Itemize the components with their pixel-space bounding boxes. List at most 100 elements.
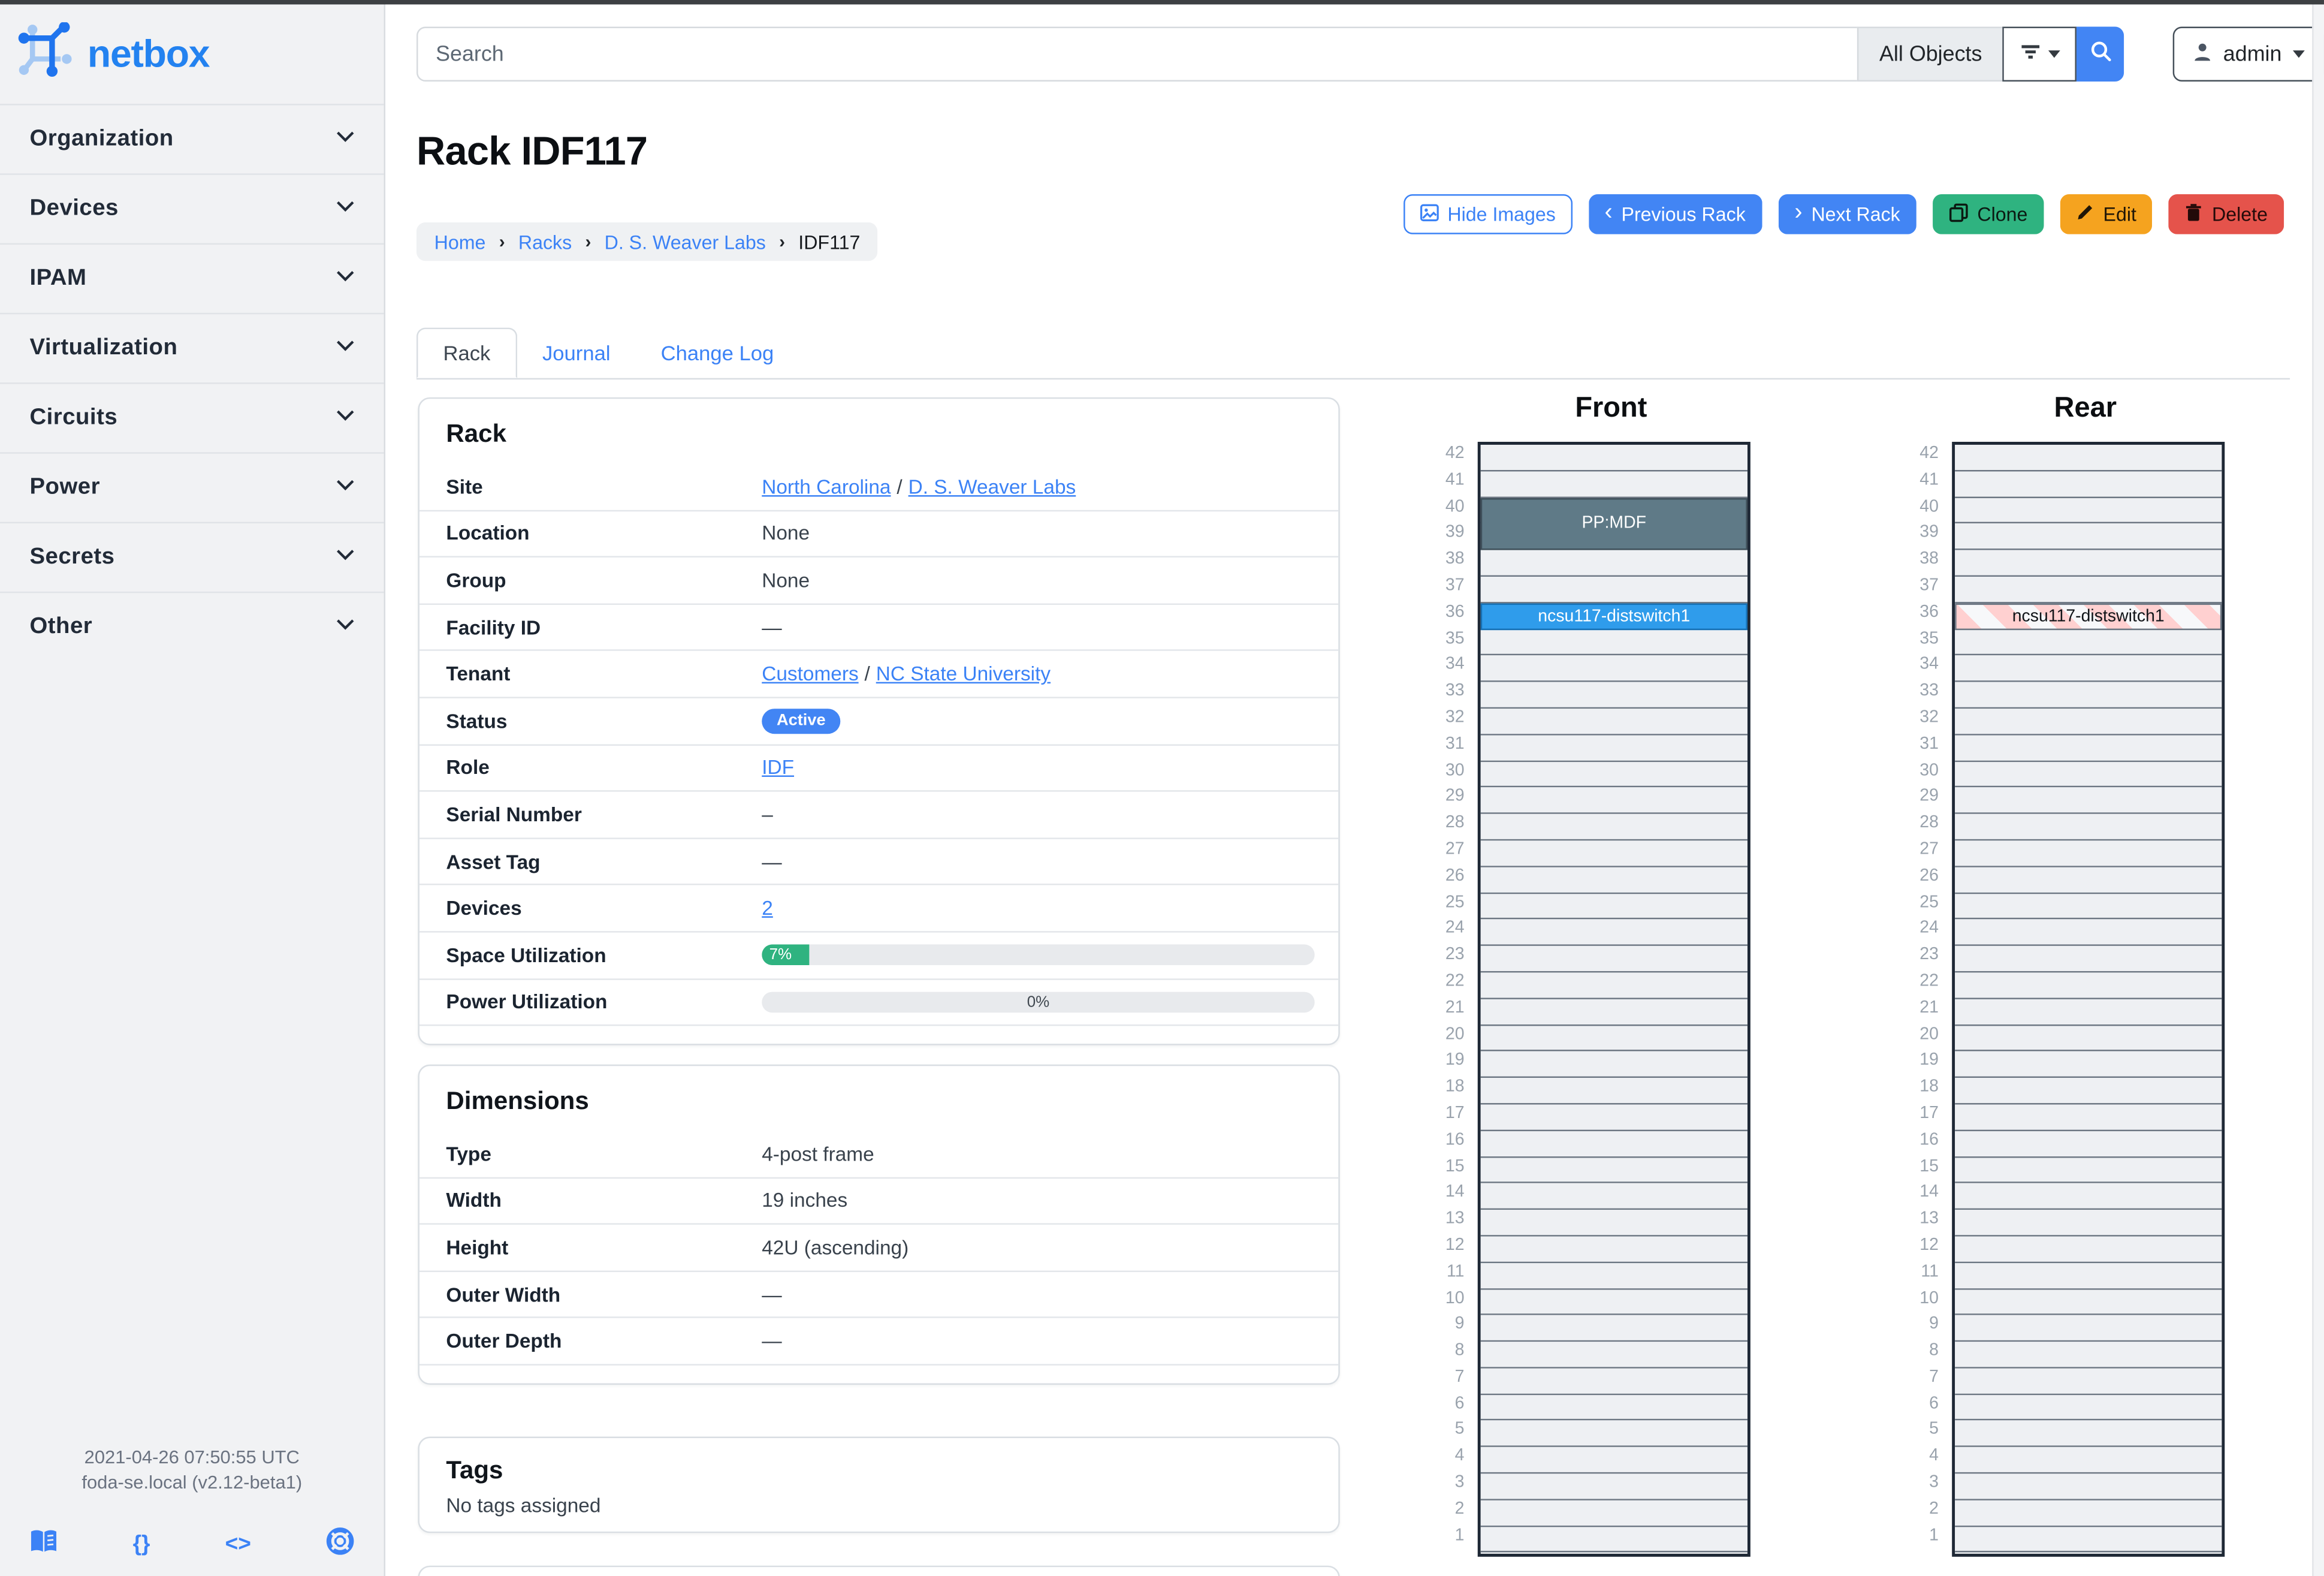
search-scope-select[interactable]: All Objects xyxy=(1857,26,2003,82)
detail-row: Serial Number – xyxy=(419,792,1339,839)
empty-unit-slot xyxy=(1480,629,1747,656)
unit-number: 22 xyxy=(1445,972,1465,990)
value-link[interactable]: IDF xyxy=(762,757,795,779)
elevation-title-rear: Rear xyxy=(2054,393,2117,424)
value-link[interactable]: 2 xyxy=(762,897,773,920)
page-scrollbar[interactable] xyxy=(2312,4,2324,1576)
detail-value: 2 xyxy=(762,897,1338,920)
empty-unit-slot xyxy=(1955,1131,2222,1158)
empty-unit-slot xyxy=(1480,761,1747,788)
empty-unit-slot xyxy=(1955,788,2222,815)
breadcrumb-separator-icon: › xyxy=(499,231,505,252)
detail-value: — xyxy=(762,1330,1338,1352)
link-separator: / xyxy=(864,662,870,686)
sidebar-item-secrets[interactable]: Secrets xyxy=(0,522,384,592)
rest-api-icon[interactable]: {} xyxy=(132,1531,150,1557)
sidebar-item-ipam[interactable]: IPAM xyxy=(0,243,384,313)
edit-label: Edit xyxy=(2103,203,2136,225)
sidebar-item-label: Devices xyxy=(29,195,119,221)
empty-unit-slot xyxy=(1955,1289,2222,1316)
sidebar-item-organization[interactable]: Organization xyxy=(0,104,384,173)
value-link[interactable]: NC State University xyxy=(876,662,1051,686)
value-text: – xyxy=(762,803,773,826)
unit-number: 11 xyxy=(1446,1262,1465,1281)
unit-number: 13 xyxy=(1919,1210,1939,1228)
empty-unit-slot xyxy=(1480,1447,1747,1474)
tags-panel-title: Tags xyxy=(446,1456,503,1484)
docs-book-icon[interactable] xyxy=(29,1529,58,1561)
pencil-icon xyxy=(2076,203,2094,225)
rack-device[interactable]: ncsu117-distswitch1 xyxy=(1955,603,2222,630)
sidebar-item-devices[interactable]: Devices xyxy=(0,173,384,243)
hide-images-button[interactable]: Hide Images xyxy=(1403,194,1573,234)
delete-button[interactable]: Delete xyxy=(2169,194,2284,234)
empty-unit-slot xyxy=(1480,1262,1747,1289)
edit-button[interactable]: Edit xyxy=(2060,194,2153,234)
rack-device[interactable]: PP:MDF xyxy=(1480,497,1747,551)
unit-number: 40 xyxy=(1445,497,1465,516)
empty-unit-slot xyxy=(1480,1394,1747,1421)
unit-number: 36 xyxy=(1445,603,1465,621)
chevron-down-icon xyxy=(336,266,354,293)
sidebar-item-power[interactable]: Power xyxy=(0,452,384,522)
tab-journal[interactable]: Journal xyxy=(542,340,611,365)
empty-unit-slot xyxy=(1955,1025,2222,1052)
detail-label: Location xyxy=(446,522,530,545)
search-input[interactable] xyxy=(416,26,1857,82)
utilization-bar: 7% xyxy=(762,945,1315,966)
search-submit-button[interactable] xyxy=(2076,26,2124,82)
value-text: None xyxy=(762,569,810,592)
unit-number: 19 xyxy=(1919,1051,1939,1069)
sidebar-item-virtualization[interactable]: Virtualization xyxy=(0,312,384,382)
empty-unit-slot xyxy=(1955,1078,2222,1105)
sidebar-item-circuits[interactable]: Circuits xyxy=(0,382,384,452)
tab-rack[interactable]: Rack xyxy=(416,327,517,378)
server-timestamp: 2021-04-26 07:50:55 UTC xyxy=(84,1447,300,1468)
empty-unit-slot xyxy=(1955,1394,2222,1421)
clone-button[interactable]: Clone xyxy=(1933,194,2044,234)
page-title: Rack IDF117 xyxy=(416,129,648,174)
user-menu-button[interactable]: admin xyxy=(2172,26,2323,82)
unit-number: 20 xyxy=(1919,1025,1939,1043)
chevron-right-icon: › xyxy=(1794,199,1803,225)
breadcrumb-link[interactable]: Home xyxy=(434,230,486,253)
unit-number: 26 xyxy=(1919,867,1939,885)
next-rack-button[interactable]: › Next Rack xyxy=(1778,194,1916,234)
unit-number: 14 xyxy=(1445,1183,1465,1202)
unit-number: 32 xyxy=(1445,709,1465,727)
breadcrumb-link[interactable]: Racks xyxy=(518,230,572,253)
code-icon[interactable]: <> xyxy=(225,1531,251,1557)
empty-unit-slot xyxy=(1480,1421,1747,1448)
value-link[interactable]: Customers xyxy=(762,662,859,686)
unit-number: 3 xyxy=(1929,1473,1939,1492)
value-link[interactable]: North Carolina xyxy=(762,475,891,498)
detail-row: Power Utilization 0% xyxy=(419,980,1339,1026)
search-filter-button[interactable] xyxy=(2003,26,2077,82)
trash-icon xyxy=(2186,203,2204,227)
previous-rack-label: Previous Rack xyxy=(1621,203,1746,225)
previous-rack-button[interactable]: ‹ Previous Rack xyxy=(1588,194,1762,234)
detail-row: Role IDF xyxy=(419,745,1339,792)
detail-label: Height xyxy=(446,1236,509,1259)
empty-unit-slot xyxy=(1955,1447,2222,1474)
unit-number: 25 xyxy=(1445,893,1465,911)
window-top-edge xyxy=(0,0,2324,5)
help-lifebuoy-icon[interactable] xyxy=(326,1527,354,1562)
tab-change-log[interactable]: Change Log xyxy=(660,340,774,365)
netbox-logo[interactable]: netbox xyxy=(0,4,384,101)
netbox-logo-icon xyxy=(18,22,74,86)
sidebar-footer-icons: {} <> xyxy=(0,1527,384,1562)
empty-unit-slot xyxy=(1955,761,2222,788)
breadcrumb-link[interactable]: D. S. Weaver Labs xyxy=(604,230,766,253)
next-panel-partial xyxy=(418,1565,1340,1576)
unit-number: 36 xyxy=(1919,603,1939,621)
unit-number: 28 xyxy=(1445,814,1465,832)
unit-number: 1 xyxy=(1454,1526,1465,1545)
rack-device[interactable]: ncsu117-distswitch1 xyxy=(1480,603,1747,630)
unit-number: 1 xyxy=(1929,1526,1939,1545)
unit-number: 27 xyxy=(1445,840,1465,858)
sidebar-item-other[interactable]: Other xyxy=(0,591,384,661)
value-link[interactable]: D. S. Weaver Labs xyxy=(908,475,1076,498)
unit-number: 30 xyxy=(1919,761,1939,779)
unit-number: 35 xyxy=(1919,629,1939,647)
